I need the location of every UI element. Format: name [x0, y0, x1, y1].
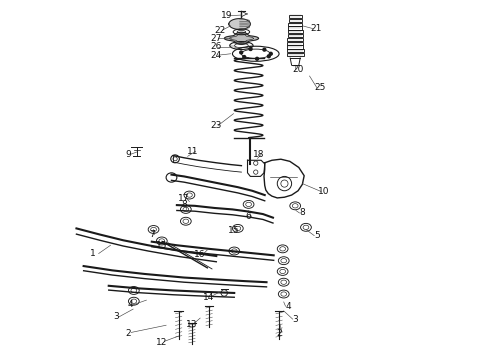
Text: 3: 3 — [113, 312, 119, 321]
Polygon shape — [224, 32, 259, 44]
Text: 21: 21 — [310, 24, 322, 33]
Text: 8: 8 — [299, 208, 305, 217]
Text: 2: 2 — [276, 329, 282, 338]
Text: 27: 27 — [210, 34, 221, 43]
Text: 7: 7 — [149, 230, 155, 239]
Text: 10: 10 — [318, 187, 330, 196]
Text: 6: 6 — [245, 212, 251, 221]
Circle shape — [268, 55, 270, 58]
Text: 22: 22 — [214, 26, 225, 35]
Text: 13: 13 — [186, 320, 197, 329]
Text: 9: 9 — [125, 150, 131, 159]
Circle shape — [270, 52, 272, 55]
Circle shape — [256, 57, 259, 60]
Bar — [288, 34, 303, 37]
Text: 4: 4 — [285, 302, 291, 311]
Circle shape — [240, 51, 243, 54]
Bar — [289, 15, 302, 18]
Text: 20: 20 — [293, 65, 304, 74]
Text: 8: 8 — [181, 200, 187, 209]
Text: 19: 19 — [220, 11, 232, 20]
Text: 4: 4 — [127, 300, 133, 309]
Text: 18: 18 — [253, 150, 265, 159]
Bar — [287, 53, 304, 56]
Text: 17: 17 — [178, 194, 190, 203]
Text: 15: 15 — [228, 226, 239, 235]
Text: 2: 2 — [125, 329, 131, 338]
Bar — [288, 26, 302, 30]
Text: 25: 25 — [314, 83, 325, 92]
Bar — [288, 23, 302, 26]
Text: 11: 11 — [187, 147, 199, 156]
Polygon shape — [229, 19, 250, 30]
Bar — [288, 30, 302, 33]
Bar — [287, 49, 304, 53]
Circle shape — [249, 48, 252, 50]
Text: 15: 15 — [156, 241, 168, 250]
Circle shape — [243, 55, 245, 58]
Text: 12: 12 — [156, 338, 168, 347]
Text: 5: 5 — [314, 231, 319, 240]
Circle shape — [263, 48, 266, 51]
Bar — [288, 38, 303, 41]
Bar — [287, 42, 303, 45]
Bar — [289, 19, 302, 22]
Text: 16: 16 — [195, 250, 206, 259]
Text: 3: 3 — [293, 315, 298, 324]
Text: 23: 23 — [210, 121, 221, 130]
Bar — [287, 45, 303, 49]
Text: 14: 14 — [203, 293, 214, 302]
Text: 26: 26 — [210, 42, 221, 51]
Text: 24: 24 — [210, 51, 221, 60]
Text: 1: 1 — [90, 249, 96, 258]
